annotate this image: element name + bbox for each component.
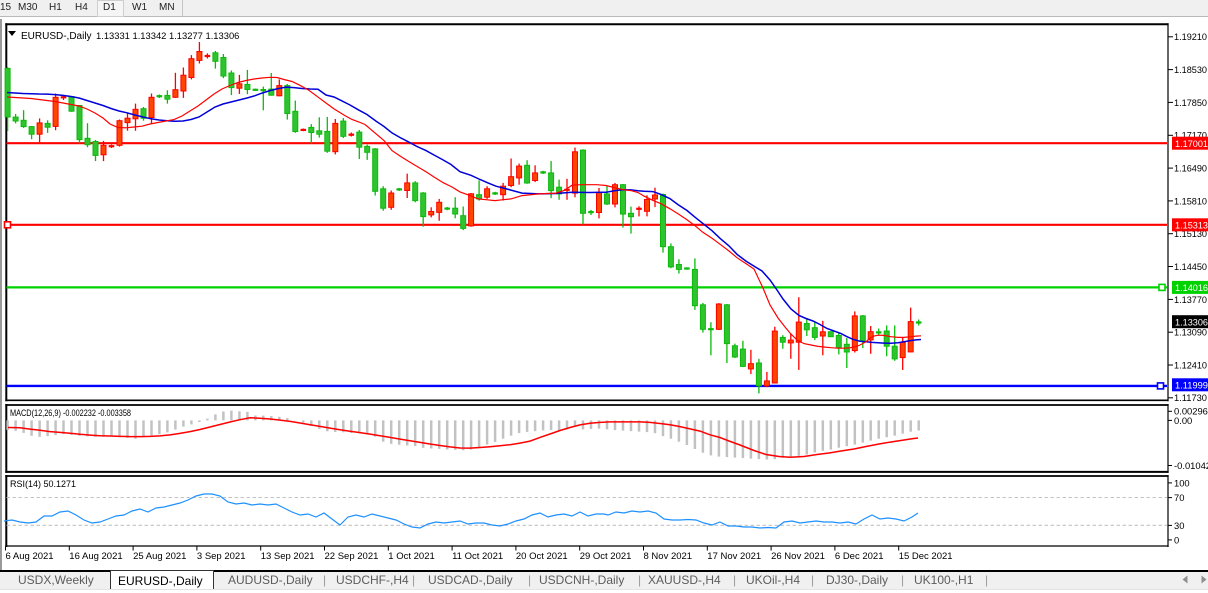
svg-text:6 Dec 2021: 6 Dec 2021 <box>835 551 884 562</box>
svg-text:30: 30 <box>1174 520 1184 531</box>
svg-text:-0.01042: -0.01042 <box>1174 460 1208 471</box>
svg-text:RSI(14) 50.1271: RSI(14) 50.1271 <box>10 478 76 489</box>
svg-text:1.16490: 1.16490 <box>1174 163 1207 174</box>
svg-text:1.19210: 1.19210 <box>1174 31 1207 42</box>
svg-text:1.11730: 1.11730 <box>1174 392 1207 403</box>
svg-text:22 Sep 2021: 22 Sep 2021 <box>325 551 379 562</box>
svg-text:1.17001: 1.17001 <box>1175 138 1208 149</box>
svg-text:1.15810: 1.15810 <box>1174 195 1207 206</box>
svg-text:1.13331 1.13342 1.13277 1.1330: 1.13331 1.13342 1.13277 1.13306 <box>96 30 239 41</box>
svg-text:11 Oct 2021: 11 Oct 2021 <box>452 551 503 562</box>
svg-text:1.17170: 1.17170 <box>1174 130 1207 141</box>
svg-text:6 Aug 2021: 6 Aug 2021 <box>6 551 54 562</box>
svg-text:1.14016: 1.14016 <box>1175 282 1208 293</box>
svg-text:8 Nov 2021: 8 Nov 2021 <box>644 551 693 562</box>
svg-text:26 Nov 2021: 26 Nov 2021 <box>771 551 825 562</box>
svg-text:1.12410: 1.12410 <box>1174 359 1207 370</box>
svg-text:20 Oct 2021: 20 Oct 2021 <box>516 551 568 562</box>
svg-text:0.00: 0.00 <box>1174 415 1192 426</box>
svg-text:13 Sep 2021: 13 Sep 2021 <box>261 551 315 562</box>
svg-text:1.13090: 1.13090 <box>1174 327 1207 338</box>
svg-text:1.15313: 1.15313 <box>1175 219 1208 230</box>
svg-text:25 Aug 2021: 25 Aug 2021 <box>133 551 186 562</box>
svg-text:1.14450: 1.14450 <box>1174 261 1207 272</box>
svg-text:MACD(12,26,9) -0.002232 -0.003: MACD(12,26,9) -0.002232 -0.003358 <box>10 407 131 418</box>
svg-text:3 Sep 2021: 3 Sep 2021 <box>197 551 246 562</box>
svg-text:70: 70 <box>1174 492 1184 503</box>
svg-text:16 Aug 2021: 16 Aug 2021 <box>69 551 122 562</box>
svg-text:1.11999: 1.11999 <box>1175 379 1208 390</box>
svg-text:100: 100 <box>1174 477 1190 488</box>
svg-text:1.18530: 1.18530 <box>1174 64 1207 75</box>
svg-text:17 Nov 2021: 17 Nov 2021 <box>707 551 761 562</box>
svg-text:1.15130: 1.15130 <box>1174 228 1207 239</box>
svg-text:1.17850: 1.17850 <box>1174 97 1207 108</box>
svg-text:29 Oct 2021: 29 Oct 2021 <box>580 551 632 562</box>
svg-text:1.13770: 1.13770 <box>1174 294 1207 305</box>
svg-text:0: 0 <box>1174 534 1179 545</box>
svg-text:EURUSD-,Daily: EURUSD-,Daily <box>21 31 92 42</box>
svg-text:15 Dec 2021: 15 Dec 2021 <box>899 551 953 562</box>
svg-text:1.13306: 1.13306 <box>1175 316 1208 327</box>
svg-text:1 Oct 2021: 1 Oct 2021 <box>388 551 434 562</box>
svg-text:0.002966: 0.002966 <box>1174 406 1208 417</box>
